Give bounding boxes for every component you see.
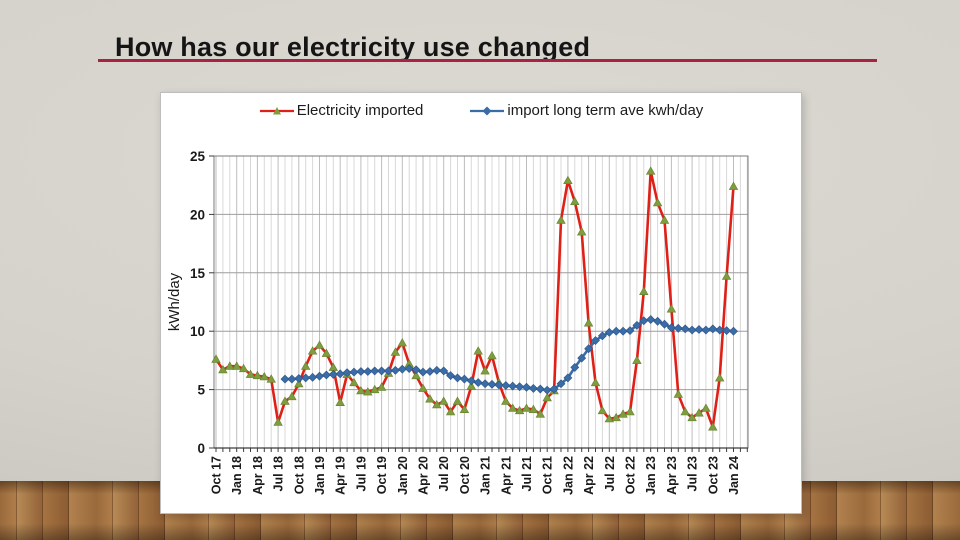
svg-text:Apr 20: Apr 20 [417,456,431,495]
svg-text:Jul 19: Jul 19 [354,456,368,491]
chart-legend: Electricity imported import long term av… [161,102,801,119]
line-chart: 0 5 10 15 20 25 Oct 17 Jan 18 Apr 18 Jul 18 Oct 18… [166,149,749,495]
svg-text:kWh/day: kWh/day [166,272,183,331]
svg-text:Jan 24: Jan 24 [727,456,741,495]
axis-labels: 0 5 10 15 20 25 Oct 17 Jan 18 Apr 18 Jul 18 Oct 18… [166,149,741,495]
series-electricity-imported [211,166,739,431]
svg-text:Jul 18: Jul 18 [272,456,286,491]
svg-text:Apr 23: Apr 23 [665,456,679,495]
svg-text:Jul 23: Jul 23 [686,456,700,491]
legend-label: import long term ave kwh/day [507,102,704,119]
svg-text:Oct 20: Oct 20 [458,456,472,494]
svg-text:Jan 20: Jan 20 [396,456,410,495]
series-import-long-term-ave [280,315,738,395]
blue-line-diamond-marker-icon [470,106,505,115]
svg-text:0: 0 [197,441,205,456]
svg-text:Oct 18: Oct 18 [292,456,306,494]
svg-text:Jul 22: Jul 22 [603,456,617,491]
red-line-triangle-marker-icon [259,106,294,114]
svg-text:Oct 21: Oct 21 [541,456,555,494]
svg-text:Jan 18: Jan 18 [230,456,244,495]
axes-and-ticks [209,155,749,452]
svg-text:Jul 20: Jul 20 [437,456,451,491]
chart-panel: Electricity imported import long term av… [160,92,802,514]
svg-text:Oct 22: Oct 22 [624,456,638,494]
svg-text:20: 20 [190,207,205,222]
svg-text:Oct 23: Oct 23 [706,456,720,494]
data-series [211,166,739,431]
legend-label: Electricity imported [296,102,424,119]
svg-text:25: 25 [190,149,206,164]
svg-text:Apr 21: Apr 21 [499,456,513,495]
svg-text:15: 15 [190,266,206,281]
legend-item-electricity-imported: Electricity imported [259,102,424,119]
legend-item-import-long-term-ave: import long term ave kwh/day [469,102,703,119]
svg-text:Oct 17: Oct 17 [210,456,224,494]
svg-text:Jan 19: Jan 19 [313,456,327,495]
svg-text:Oct 19: Oct 19 [375,456,389,494]
gridlines [214,156,748,448]
svg-text:Jan 22: Jan 22 [561,456,575,495]
svg-text:10: 10 [190,324,205,339]
svg-text:5: 5 [197,383,205,398]
svg-text:Apr 22: Apr 22 [582,456,596,495]
svg-text:Apr 18: Apr 18 [251,456,265,495]
svg-text:Jan 21: Jan 21 [479,456,493,495]
title-underline [98,59,877,62]
svg-text:Jan 23: Jan 23 [644,456,658,495]
svg-text:Jul 21: Jul 21 [520,456,534,491]
svg-text:Apr 19: Apr 19 [334,456,348,495]
slide-title: How has our electricity use changed [115,32,591,63]
